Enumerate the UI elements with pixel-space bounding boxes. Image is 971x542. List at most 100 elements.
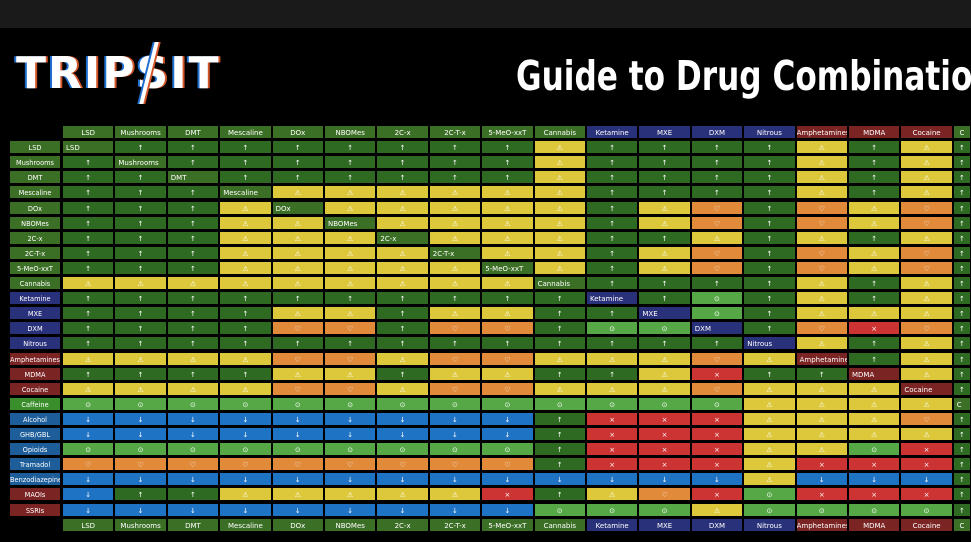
unsafe-icon: ♡ [900,245,953,260]
caution-icon: ⚠ [795,170,848,185]
dangerous-icon: × [690,457,744,472]
low-risk-synergy-icon: ↑ [586,140,639,155]
low-risk-synergy-icon: ↑ [533,427,586,441]
low-risk-no-synergy-icon: ⊙ [481,396,534,411]
low-risk-synergy-icon: ↑ [952,472,971,487]
low-risk-synergy-icon: ↑ [271,336,324,351]
caution-icon: ⚠ [324,200,377,215]
low-risk-synergy-icon: ↑ [638,155,691,170]
caution-icon: ⚠ [428,260,482,275]
low-risk-synergy-icon: ↑ [428,170,482,185]
low-risk-synergy-icon: ↑ [690,155,744,170]
low-risk-synergy-icon: ↑ [586,200,639,215]
unsafe-icon: ♡ [795,321,848,336]
row-header: Cannabis [9,276,61,290]
caution-icon: ⚠ [638,366,691,381]
caution-icon: ⚠ [533,170,586,185]
caution-icon: ⚠ [533,140,586,155]
low-risk-synergy-icon: ↑ [219,170,272,185]
low-risk-synergy-icon: ↑ [62,245,115,260]
column-header: 2C-T-x [428,125,482,139]
low-risk-synergy-icon: ↑ [114,336,167,351]
low-risk-synergy-icon: ↑ [586,306,639,321]
caution-icon: ⚠ [795,276,848,290]
self-cell: NBOMes [324,215,377,230]
low-risk-synergy-icon: ↑ [481,291,534,306]
low-risk-synergy-icon: ↑ [638,276,691,290]
unsafe-icon: ♡ [900,200,953,215]
low-risk-synergy-icon: ↑ [62,336,115,351]
caution-icon: ⚠ [743,351,796,366]
low-risk-no-synergy-icon: ⊙ [428,442,482,457]
row-header: Caffeine [9,396,61,411]
low-risk-decrease-icon: ↓ [114,411,167,426]
unsafe-icon: ♡ [690,351,744,366]
low-risk-synergy-icon: ↑ [166,336,220,351]
low-risk-synergy-icon: ↑ [848,351,901,366]
low-risk-synergy-icon: ↑ [114,170,167,185]
low-risk-decrease-icon: ↓ [114,472,167,487]
low-risk-synergy-icon: ↑ [952,185,971,200]
low-risk-no-synergy-icon: ⊙ [690,306,744,321]
low-risk-synergy-icon: ↑ [586,230,639,245]
low-risk-decrease-icon: ↓ [271,427,324,441]
caution-icon: ⚠ [219,215,272,230]
low-risk-no-synergy-icon: ⊙ [481,442,534,457]
column-header: DXM [690,125,744,139]
low-risk-synergy-icon: ↑ [533,457,586,472]
low-risk-synergy-icon: ↑ [690,170,744,185]
low-risk-synergy-icon: ↑ [62,170,115,185]
caution-icon: ⚠ [271,245,324,260]
dangerous-icon: × [638,411,691,426]
low-risk-synergy-icon: ↑ [114,487,167,502]
caution-icon: ⚠ [795,306,848,321]
low-risk-synergy-icon: ↑ [62,230,115,245]
caution-icon: ⚠ [533,351,586,366]
low-risk-synergy-icon: ↑ [586,185,639,200]
caution-icon: ⚠ [533,185,586,200]
caution-icon: ⚠ [795,155,848,170]
column-header: Cocaine [900,517,953,532]
low-risk-synergy-icon: ↑ [638,336,691,351]
low-risk-synergy-icon: ↑ [952,260,971,275]
self-cell: DOx [271,200,324,215]
caution-icon: ⚠ [324,185,377,200]
caution-icon: ⚠ [324,366,377,381]
column-header: DXM [690,517,744,532]
column-header: DMT [166,517,220,532]
caution-icon: ⚠ [900,185,953,200]
low-risk-decrease-icon: ↓ [586,472,639,487]
low-risk-no-synergy-icon: ⊙ [114,396,167,411]
low-risk-synergy-icon: ↑ [743,230,796,245]
caution-icon: ⚠ [271,215,324,230]
column-header: NBOMes [324,125,377,139]
caution-icon: ⚠ [586,487,639,502]
low-risk-synergy-icon: ↑ [219,366,272,381]
low-risk-synergy-icon: ↑ [376,170,429,185]
row-header: 5-MeO-xxT [9,260,61,275]
unsafe-icon: ♡ [271,457,324,472]
caution-icon: ⚠ [795,230,848,245]
dangerous-icon: × [586,427,639,441]
low-risk-synergy-icon: ↑ [271,155,324,170]
low-risk-synergy-icon: ↑ [533,306,586,321]
low-risk-synergy-icon: ↑ [848,155,901,170]
caution-icon: ⚠ [376,351,429,366]
caution-icon: ⚠ [481,215,534,230]
dangerous-icon: × [638,427,691,441]
row-header: DOx [9,200,61,215]
low-risk-synergy-icon: ↑ [952,230,971,245]
caution-icon: ⚠ [114,381,167,396]
dangerous-icon: × [848,457,901,472]
low-risk-synergy-icon: ↑ [114,200,167,215]
low-risk-decrease-icon: ↓ [219,411,272,426]
column-header: DMT [166,125,220,139]
self-cell: 2C-T-x [428,245,482,260]
row-header: Opioids [9,442,61,457]
column-header: Nitrous [743,517,796,532]
low-risk-no-synergy-icon: ⊙ [219,442,272,457]
low-risk-decrease-icon: ↓ [271,502,324,517]
low-risk-synergy-icon: ↑ [376,306,429,321]
caution-icon: ⚠ [62,276,115,290]
low-risk-synergy-icon: ↑ [114,245,167,260]
